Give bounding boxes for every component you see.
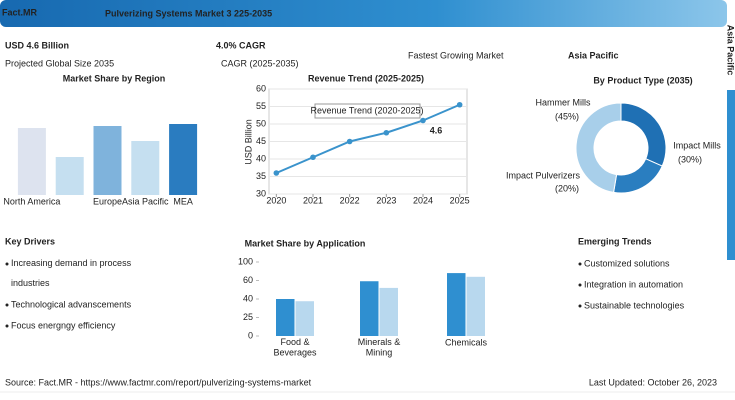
y-tick-label: 40 (256, 153, 266, 163)
annotation: 4.6 (430, 125, 443, 135)
bullet (5, 262, 9, 266)
bar (295, 301, 314, 336)
y-tick-label: 100 (238, 256, 253, 266)
donut-slice (620, 102, 667, 167)
bar (131, 141, 160, 195)
bullet (578, 283, 582, 287)
header-bar (0, 0, 727, 27)
slice-value: (30%) (678, 154, 702, 164)
section-title: Emerging Trends (578, 236, 652, 246)
list-item: Increasing demand in process industries (11, 258, 132, 288)
bullet (578, 262, 582, 266)
bar (447, 273, 466, 336)
page-title: Pulverizing Systems Market 3 225-2035 (105, 8, 272, 18)
list-item: Sustainable technologies (584, 300, 685, 310)
stat-note: Projected Global Size 2035 (5, 58, 114, 68)
point (420, 117, 426, 124)
stat-note: Fastest Growing Market (408, 50, 504, 60)
side-label: Asia Pacific (726, 25, 735, 76)
list-item: Focus energngy efficiency (11, 320, 116, 330)
annotation: Revenue Trend (2020-2025) (310, 105, 423, 115)
y-tick-label: 55 (256, 101, 266, 111)
y-tick-label: 0 (248, 330, 253, 340)
y-tick-label: 30 (256, 188, 266, 198)
slice-label: Hammer Mills (536, 97, 591, 107)
x-tick-label: 2020 (266, 195, 286, 205)
bar (360, 281, 379, 336)
stat-value: 4.0% CAGR (216, 40, 266, 50)
y-tick-label: 50 (256, 118, 266, 128)
x-tick-label: 2023 (376, 195, 396, 205)
x-tick-label: Asia Pacific (122, 196, 169, 206)
point (310, 154, 316, 161)
bullet (5, 324, 9, 328)
slice-value: (20%) (555, 183, 579, 193)
point (383, 129, 390, 136)
x-tick-label: Minerals & Mining (358, 337, 401, 357)
bar (55, 157, 84, 195)
slice-value: (45%) (555, 111, 579, 121)
x-tick-label: 2021 (303, 195, 323, 205)
y-tick-label: 45 (256, 136, 266, 146)
stat-value: Asia Pacific (568, 50, 619, 60)
bar (169, 124, 198, 195)
chart-title: Market Share by Application (245, 238, 366, 248)
list-item: Technological advanscements (11, 299, 132, 309)
stat-note: CAGR (2025-2035) (221, 58, 299, 68)
x-tick-label: Food & Beverages (273, 337, 317, 357)
x-tick-label: 2022 (340, 195, 360, 205)
bullet (5, 303, 9, 307)
slice-label: Impact Pulverizers (506, 170, 581, 180)
stat-value: USD 4.6 Billion (5, 40, 69, 50)
brand: Fact.MR (2, 7, 38, 17)
point (273, 170, 280, 176)
footer-updated: Last Updated: October 26, 2023 (589, 377, 717, 387)
bullet (578, 304, 582, 308)
list-item: Customized solutions (584, 258, 670, 268)
chart-title: By Product Type (2035) (593, 75, 692, 85)
side-stripe (727, 90, 735, 260)
x-tick-label: 2024 (413, 195, 433, 205)
donut-slice (575, 102, 622, 193)
annotation-box (314, 103, 421, 119)
footer-source: Source: Fact.MR - https://www.factmr.com… (5, 377, 312, 387)
point (456, 101, 463, 108)
y-tick-label: 60 (256, 83, 266, 93)
x-tick-label: Chemicals (445, 337, 488, 347)
point (346, 138, 353, 145)
y-tick-label: 25 (243, 312, 253, 322)
slice-label: Impact Mills (673, 140, 721, 150)
bar (17, 128, 46, 195)
section-title: Key Drivers (5, 236, 55, 246)
y-tick-label: 40 (243, 293, 253, 303)
donut-slice (613, 158, 663, 194)
bar (379, 287, 398, 336)
y-tick-label: 35 (256, 171, 266, 181)
list-item: Integration in automation (584, 279, 683, 289)
y-axis-label: USD Billion (243, 119, 253, 165)
bar (93, 126, 122, 195)
y-tick-label: 60 (243, 275, 253, 285)
chart-title: Revenue Trend (2025-2025) (308, 73, 424, 83)
x-tick-label: Europe (93, 196, 122, 206)
x-tick-label: MEA (173, 196, 193, 206)
bar (276, 299, 295, 336)
chart-title: Market Share by Region (63, 73, 166, 83)
bar (466, 276, 485, 336)
x-tick-label: 2025 (450, 195, 470, 205)
line (275, 103, 461, 174)
x-tick-label: North America (3, 196, 60, 206)
